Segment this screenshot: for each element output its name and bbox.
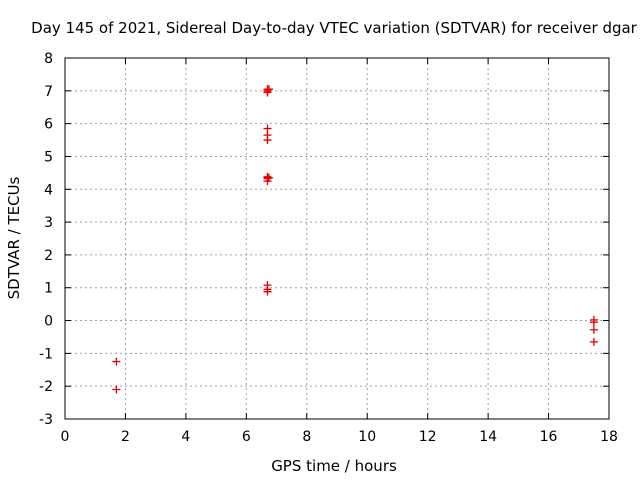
x-tick-labels: 0 2 4 6 8 10 12 14 16 18 xyxy=(61,429,618,445)
x-axis-label: GPS time / hours xyxy=(271,457,397,475)
data-point xyxy=(265,85,273,94)
y-tick-label: -2 xyxy=(39,379,53,395)
tick-layer xyxy=(64,57,610,420)
y-tick-labels: -3 -2 -1 0 1 2 3 4 5 6 7 8 xyxy=(39,51,53,428)
data-point xyxy=(589,325,598,334)
y-axis-label: SDTVAR / TECUs xyxy=(5,176,23,299)
y-tick-label: 0 xyxy=(44,314,53,330)
grid-layer xyxy=(65,58,609,419)
x-tick-label: 0 xyxy=(61,429,70,445)
x-tick-label: 6 xyxy=(242,429,251,445)
data-point xyxy=(263,287,272,296)
data-point xyxy=(589,337,598,346)
data-point xyxy=(112,357,121,366)
y-tick-label: 6 xyxy=(44,117,53,133)
x-tick-label: 18 xyxy=(600,429,618,445)
x-tick-label: 16 xyxy=(540,429,558,445)
x-tick-label: 8 xyxy=(302,429,311,445)
data-point xyxy=(112,385,121,394)
data-point xyxy=(263,136,272,145)
data-point xyxy=(589,318,598,327)
x-tick-label: 14 xyxy=(479,429,497,445)
y-tick-label: 4 xyxy=(44,182,53,198)
y-tick-label: 1 xyxy=(44,281,53,297)
y-tick-label: 8 xyxy=(44,51,53,67)
y-tick-label: 2 xyxy=(44,248,53,264)
x-tick-label: 12 xyxy=(419,429,437,445)
x-tick-label: 10 xyxy=(358,429,376,445)
y-tick-label: -1 xyxy=(39,346,53,362)
x-tick-label: 4 xyxy=(181,429,190,445)
y-tick-label: 5 xyxy=(44,149,53,165)
chart-title: Day 145 of 2021, Sidereal Day-to-day VTE… xyxy=(31,19,638,37)
data-points xyxy=(112,85,598,394)
y-tick-label: -3 xyxy=(39,412,53,428)
plot-frame xyxy=(64,57,610,420)
data-point xyxy=(265,173,273,182)
y-tick-label: 7 xyxy=(44,84,53,100)
y-tick-label: 3 xyxy=(44,215,53,231)
x-tick-label: 2 xyxy=(121,429,130,445)
